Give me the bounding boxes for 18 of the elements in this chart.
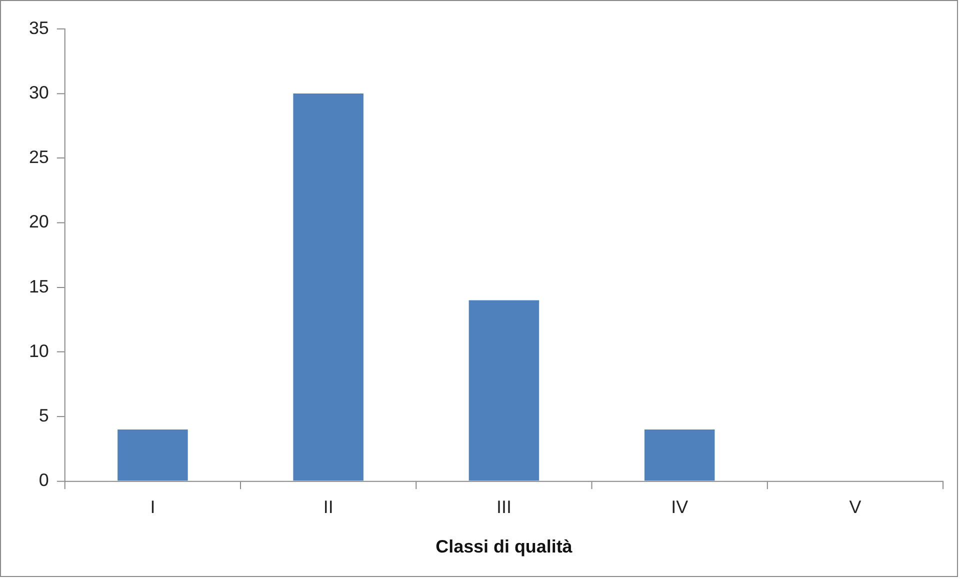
x-tick-label: III (496, 496, 512, 517)
y-tick-label: 25 (28, 147, 49, 168)
x-tick-label: IV (671, 496, 688, 517)
x-axis-title: Classi di qualità (436, 536, 574, 556)
y-tick-label: 35 (28, 18, 49, 38)
bar (118, 429, 188, 481)
y-tick-label: 10 (28, 340, 49, 361)
x-tick-label: II (323, 496, 334, 517)
bar (293, 94, 364, 481)
y-tick-label: 20 (28, 212, 49, 232)
x-tick-label: V (849, 496, 862, 517)
x-tick-label: I (150, 496, 156, 517)
y-tick-label: 15 (28, 276, 49, 296)
y-tick-label: 0 (38, 470, 49, 490)
bar (468, 300, 540, 481)
bar (644, 429, 715, 481)
y-tick-label: 5 (38, 405, 49, 426)
y-tick-label: 30 (28, 82, 49, 102)
